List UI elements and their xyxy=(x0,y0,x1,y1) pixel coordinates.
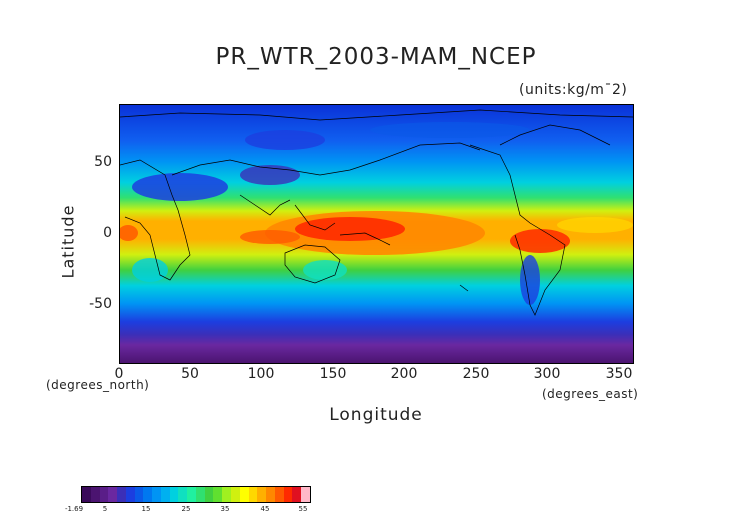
x-tick-label: 50 xyxy=(181,366,199,382)
colorbar-segment xyxy=(266,487,275,502)
sahara-dry-region xyxy=(132,173,228,201)
colorbar-segment xyxy=(160,487,170,502)
x-axis-label: Longitude xyxy=(329,405,423,425)
colorbar-tick-label: 45 xyxy=(260,505,270,513)
colorbar-segment xyxy=(283,487,293,502)
colorbar-segment xyxy=(301,487,310,502)
colorbar-segment xyxy=(117,487,126,502)
y-tick-label: 50 xyxy=(94,154,112,170)
colorbar-tick-label: -1.69 xyxy=(64,505,84,513)
colorbar-segment xyxy=(169,487,179,502)
x-tick-label: 200 xyxy=(390,366,418,382)
colorbar-tick-label: 15 xyxy=(141,505,151,513)
colorbar-segment xyxy=(274,487,284,502)
colorbar-tick-label: 55 xyxy=(298,505,308,513)
x-tick-label: 250 xyxy=(462,366,490,382)
amazon-region xyxy=(510,229,570,253)
colorbar-tick-label: 5 xyxy=(102,505,108,513)
colorbar-segment xyxy=(204,487,214,502)
colorbar-segment xyxy=(134,487,144,502)
precipitable-water-map xyxy=(120,105,633,363)
map-plot-area xyxy=(119,104,634,364)
colorbar-segment xyxy=(178,487,188,502)
warm-pool-core xyxy=(295,217,405,241)
y-axis-label: Latitude xyxy=(58,204,78,279)
colorbar-segment xyxy=(213,487,223,502)
x-tick-label: 100 xyxy=(247,366,275,382)
colorbar-segment xyxy=(187,487,196,502)
units-label: (units:kg/m¯2) xyxy=(519,82,628,98)
x-tick-label: 350 xyxy=(605,366,633,382)
x-tick-label: 0 xyxy=(114,366,124,382)
y-tick-label: -50 xyxy=(89,296,112,312)
y-tick-label: 0 xyxy=(103,225,112,241)
colorbar-segment xyxy=(143,487,153,502)
x-tick-label: 300 xyxy=(533,366,561,382)
longitude-units: (degrees_east) xyxy=(542,387,639,401)
colorbar-segment xyxy=(248,487,258,502)
colorbar-segment xyxy=(99,487,109,502)
colorbar-segment xyxy=(195,487,205,502)
colorbar-tick-label: 35 xyxy=(220,505,230,513)
colorbar-segment xyxy=(231,487,240,502)
colorbar-segment xyxy=(292,487,302,502)
colorbar-segment xyxy=(257,487,267,502)
x-tick-label: 150 xyxy=(319,366,347,382)
colorbar-segment xyxy=(239,487,249,502)
coastlines xyxy=(120,109,633,316)
colorbar-segment xyxy=(108,487,118,502)
colorbar-segment xyxy=(82,487,91,502)
colorbar-segment xyxy=(152,487,161,502)
colorbar-segment xyxy=(125,487,135,502)
colorbar-tick-label: 25 xyxy=(181,505,191,513)
colorbar-segment xyxy=(90,487,100,502)
colorbar xyxy=(81,486,311,503)
latitude-units: (degrees_north) xyxy=(46,378,150,392)
map-title: PR_WTR_2003-MAM_NCEP xyxy=(215,44,537,70)
colorbar-segment xyxy=(222,487,232,502)
